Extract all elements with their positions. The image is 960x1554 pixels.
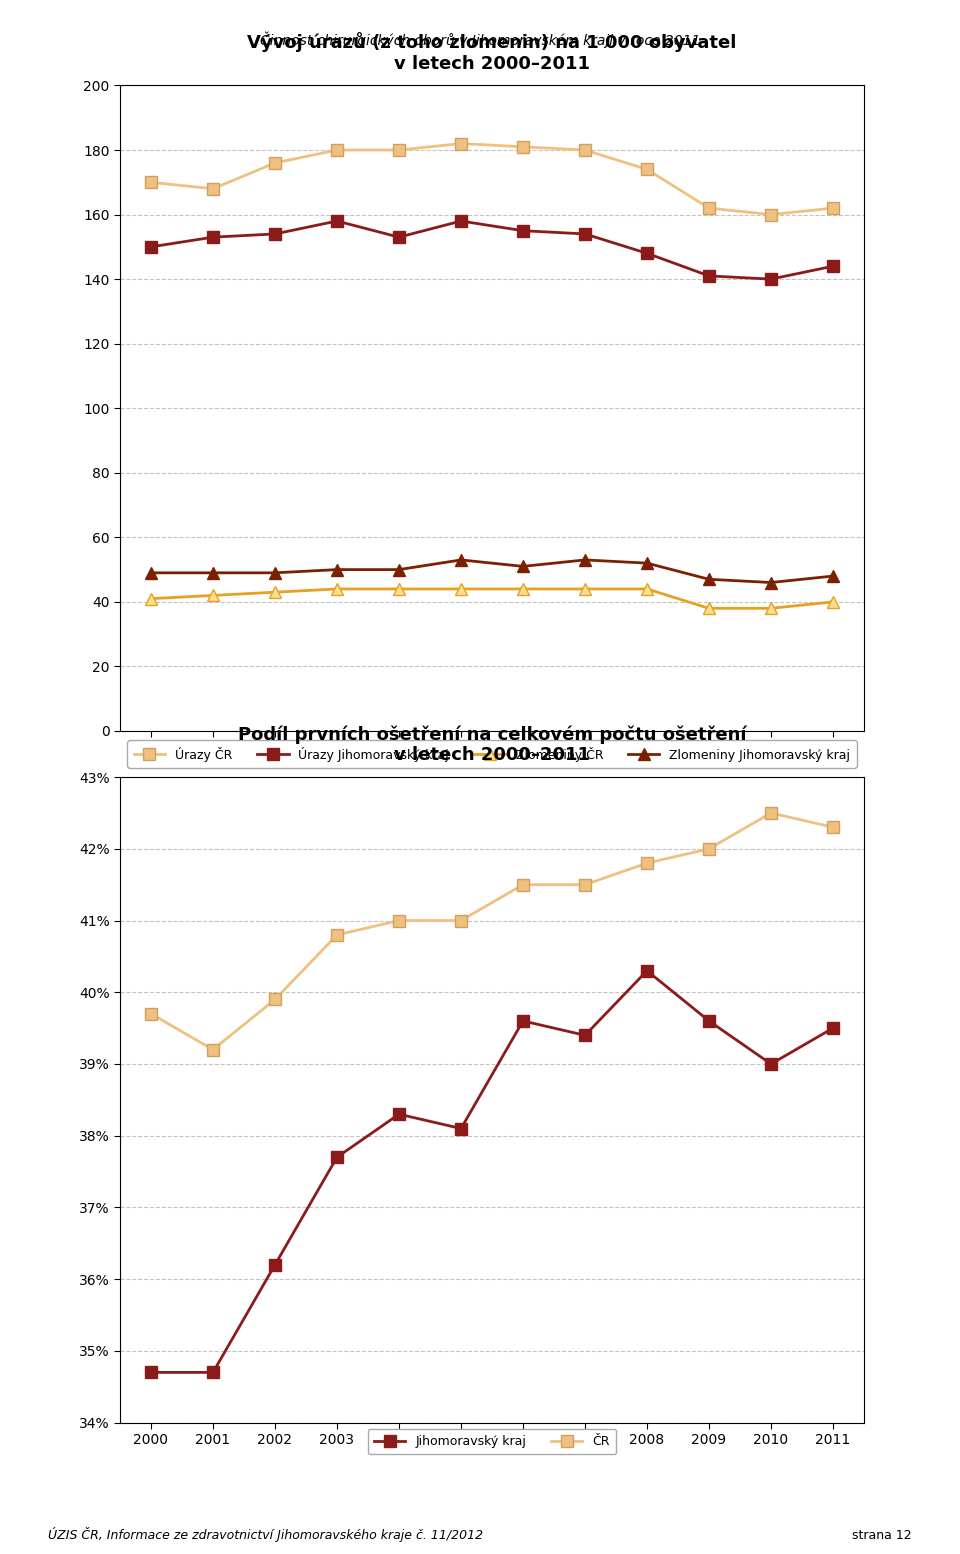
Text: Činnost chirurgických oborů v Jihomoravském kraji v roce 2011: Činnost chirurgických oborů v Jihomoravs…	[260, 31, 700, 48]
Text: strana 12: strana 12	[852, 1529, 912, 1542]
Legend: Jihomoravský kraj, ČR: Jihomoravský kraj, ČR	[368, 1428, 616, 1455]
Title: Vývoj úrazů (z toho zlomenin) na 1 000 obyvatel
v letech 2000–2011: Vývoj úrazů (z toho zlomenin) na 1 000 o…	[248, 33, 736, 73]
Legend: Úrazy ČR, Úrazy Jihomoravský kraj, Zlomeniny ČR, Zlomeniny Jihomoravský kraj: Úrazy ČR, Úrazy Jihomoravský kraj, Zlome…	[128, 740, 856, 768]
Title: Podíl prvních ošetření na celkovém počtu ošetření
v letech 2000–2011: Podíl prvních ošetření na celkovém počtu…	[238, 726, 746, 765]
Text: ÚZIS ČR, Informace ze zdravotnictví Jihomoravského kraje č. 11/2012: ÚZIS ČR, Informace ze zdravotnictví Jiho…	[48, 1526, 483, 1542]
